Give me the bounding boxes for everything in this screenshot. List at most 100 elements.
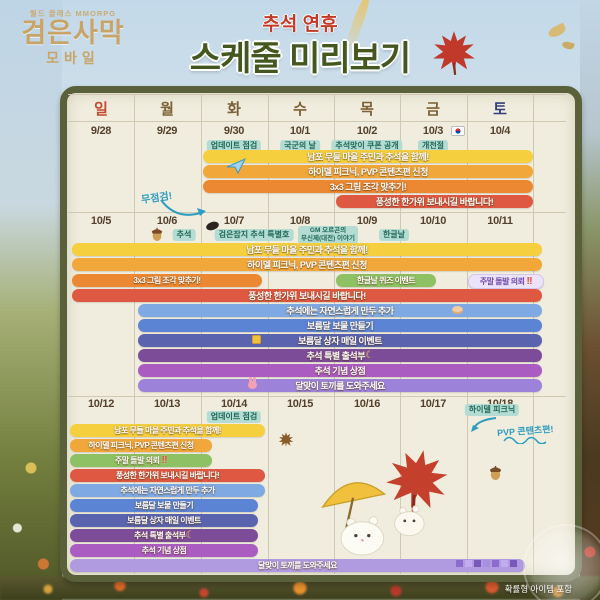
date-cell: 10/9 — [356, 215, 378, 227]
day-header-thu: 목 — [360, 101, 374, 118]
date-cell: 10/4 — [489, 125, 511, 137]
logo-title: 검은사막 — [21, 18, 125, 48]
event-bar-label: 한글날 퀴즈 이벤트 — [356, 276, 416, 285]
calendar-badge: 추석 — [172, 229, 196, 241]
badge-line: 무신제(대전) 이야기 — [301, 235, 355, 243]
event-bar-label: 추석에는 자연스럽게 만두 추가 — [120, 486, 215, 495]
event-bar-label: 주말 돌발 의뢰 — [114, 456, 160, 465]
gift-icon — [252, 335, 261, 344]
event-bar-hangawi-greeting: 풍성한 한가위 보내시길 바랍니다! — [72, 289, 542, 302]
calendar-badge: GM 오르곤의 무신제(대전) 이야기 — [298, 226, 358, 245]
event-bar-puzzle: 3x3 그림 조각 맞추기! — [72, 274, 262, 287]
event-bar-weekend-quest: 주말 돌발 의뢰!! — [468, 274, 544, 289]
grid-line-horizontal — [68, 396, 566, 397]
calendar-badge: 업데이트 점검 — [206, 140, 262, 152]
grid-line-horizontal — [68, 94, 566, 95]
event-bar-shop: 추석 기념 상점 — [70, 544, 258, 557]
event-bar-attendance: 추석 특별 출석부 ☾ — [138, 349, 542, 362]
event-bar-moon-rabbit: 달맞이 토끼를 도와주세요 — [138, 379, 542, 392]
korean-flag-icon — [451, 126, 465, 136]
date-cell: 10/16 — [353, 398, 381, 410]
date-cell: 9/29 — [156, 125, 178, 137]
umbrella-hamster-illustration — [321, 482, 425, 556]
event-bar-village-chuseok: 남포 무들 마을 주민과 추석을 함께! — [70, 424, 265, 437]
event-bar-label: 주말 돌발 의뢰 — [479, 277, 525, 286]
acorn-icon — [151, 227, 163, 241]
event-bar-label: 남포 무들 마을 주민과 추석을 함께! — [246, 245, 368, 255]
event-bar-label: 풍성한 한가위 보내시길 바랍니다! — [115, 471, 220, 480]
acorn-icon — [489, 465, 502, 480]
date-cell: 10/10 — [419, 215, 447, 227]
logo-subtitle: 모바일 — [46, 50, 100, 67]
event-bar-fullmoon-box: 보름달 상자 매일 이벤트 — [70, 514, 258, 527]
event-bar-puzzle: 3x3 그림 조각 맞추기! — [203, 180, 533, 193]
event-bar-label: 3x3 그림 조각 맞추기! — [329, 182, 407, 192]
date-cell: 10/8 — [289, 215, 311, 227]
calendar-badge: 하이델 피크닉 — [464, 404, 520, 416]
scenery-right — [580, 0, 600, 600]
event-bar-hangawi-greeting: 풍성한 한가위 보내시길 바랍니다! — [70, 469, 265, 482]
event-bar-picnic-pvp: 하이델 피크닉, PVP 콘텐츠편 신청 — [70, 439, 212, 452]
calendar-badge: 국군의 날 — [280, 140, 320, 152]
exclamation-marks: !! — [161, 455, 168, 466]
poster-eyebrow: 추석 연휴 — [262, 14, 338, 35]
event-bar-village-chuseok: 남포 무들 마을 주민과 추석을 함께! — [203, 150, 533, 163]
event-bar-dumpling: 추석에는 자연스럽게 만두 추가 — [138, 304, 542, 317]
pixel-rabbit-decoration — [456, 560, 517, 567]
date-cell: 10/3 — [422, 125, 444, 137]
day-header-wed: 수 — [293, 101, 307, 118]
date-cell: 10/15 — [286, 398, 314, 410]
event-bar-label: 추석 특별 출석부 — [134, 531, 186, 540]
date-cell: 9/28 — [90, 125, 112, 137]
watermark-stamp — [523, 524, 600, 600]
arrow-icon — [160, 199, 206, 216]
badge-line: GM 오르곤의 — [309, 227, 347, 234]
event-bar-fullmoon-treasure: 보름달 보물 만들기 — [138, 319, 542, 332]
event-bar-label: 3x3 그림 조각 맞추기! — [133, 276, 201, 285]
event-bar-label: 보름달 보물 만들기 — [306, 321, 374, 331]
logo-tagline: 월드 클래스 MMORPG — [29, 9, 117, 18]
dumpling-icon — [452, 306, 463, 314]
date-cell: 10/7 — [223, 215, 245, 227]
event-bar-picnic-pvp: 하이델 피크닉, PVP 콘텐츠편 신청 — [203, 165, 533, 178]
event-bar-picnic-pvp: 하이델 피크닉, PVP 콘텐츠편 신청 — [72, 258, 542, 271]
day-header-mon: 월 — [160, 101, 174, 118]
date-cell: 10/2 — [356, 125, 378, 137]
exclamation-marks: !! — [526, 276, 533, 287]
maple-leaf-icon — [278, 432, 294, 447]
probability-item-disclaimer: 확률형 아이템 포함 — [504, 584, 572, 594]
event-bar-label: 하이델 피크닉, PVP 콘텐츠편 신청 — [308, 167, 428, 177]
paper-plane-icon — [226, 158, 246, 174]
event-bar-hangawi-greeting: 풍성한 한가위 보내시길 바랍니다! — [336, 195, 533, 208]
event-bar-label: 추석 기념 상점 — [314, 366, 366, 376]
scenery-left — [0, 0, 62, 600]
game-logo: 월드 클래스 MMORPG 검은사막 모바일 — [14, 8, 132, 68]
calendar-badge: 검은잡지 추석 특별호 — [214, 229, 294, 241]
event-bar-label: 남포 무들 마을 주민과 추석을 함께! — [307, 152, 429, 162]
day-header-fri: 금 — [426, 101, 440, 118]
maple-leaf-icon — [433, 31, 475, 76]
event-bar-label: 추석에는 자연스럽게 만두 추가 — [286, 306, 394, 316]
event-bar-hangul-quiz: 한글날 퀴즈 이벤트 — [336, 274, 436, 287]
event-bar-attendance: 추석 특별 출석부 ☾ — [70, 529, 258, 542]
calendar-badge: 추석맞이 쿠폰 공개 — [331, 140, 403, 152]
event-bar-label: 하이델 피크닉, PVP 콘텐츠편 신청 — [247, 260, 367, 270]
grid-line-horizontal — [68, 121, 566, 122]
day-header-sat: 토 — [493, 101, 507, 118]
date-cell: 10/11 — [487, 215, 513, 227]
date-cell: 10/17 — [419, 398, 447, 410]
squiggle-underline — [503, 436, 547, 444]
event-bar-label: 보름달 상자 매일 이벤트 — [298, 336, 382, 346]
moon-icon: ☾ — [185, 530, 195, 541]
event-bar-label: 남포 무들 마을 주민과 추석을 함께! — [114, 426, 221, 435]
event-bar-label: 하이델 피크닉, PVP 콘텐츠편 신청 — [88, 441, 194, 450]
date-cell: 10/1 — [289, 125, 311, 137]
date-cell: 10/5 — [90, 215, 112, 227]
event-bar-shop: 추석 기념 상점 — [138, 364, 542, 377]
rabbit-icon — [248, 377, 257, 389]
date-cell: 9/30 — [223, 125, 245, 137]
event-bar-fullmoon-treasure: 보름달 보물 만들기 — [70, 499, 258, 512]
date-cell: 10/6 — [156, 215, 178, 227]
event-bar-dumpling: 추석에는 자연스럽게 만두 추가 — [70, 484, 265, 497]
